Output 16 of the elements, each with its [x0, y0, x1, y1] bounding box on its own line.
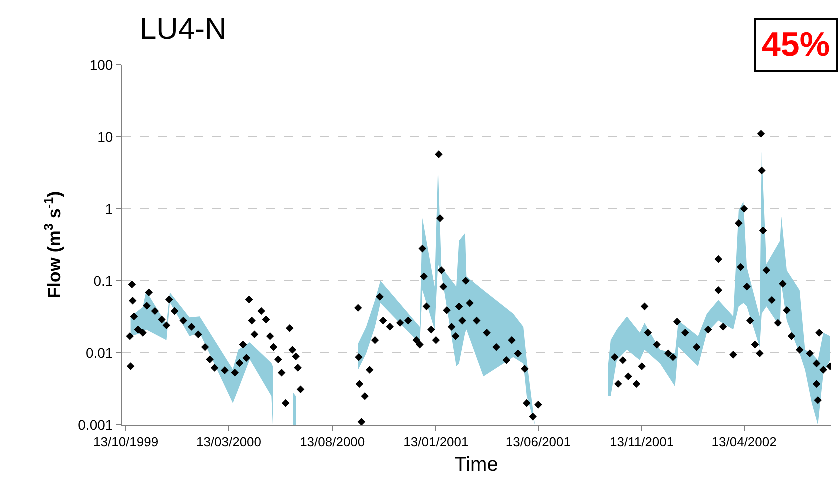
y-tick-label: 1 [105, 200, 114, 217]
y-tick-label: 0.001 [78, 416, 114, 433]
x-tick-label: 13/03/2000 [196, 434, 262, 450]
x-tick-label: 13/04/2002 [712, 434, 777, 450]
text: 45% [762, 26, 830, 64]
x-tick-label: 13/01/2001 [404, 434, 469, 450]
y-tick-label: 100 [90, 56, 114, 73]
y-tick-label: 10 [98, 128, 114, 145]
y-tick-label: 0.1 [94, 272, 114, 289]
y-tick-label: 0.01 [86, 344, 114, 361]
chart-title: LU4-N [140, 13, 227, 46]
x-tick-label: 13/10/1999 [94, 434, 159, 450]
x-tick-label: 13/11/2001 [610, 434, 674, 450]
x-tick-label: 13/06/2001 [506, 434, 571, 450]
x-tick-label: 13/08/2000 [300, 434, 366, 450]
x-axis-title: Time [454, 454, 498, 476]
